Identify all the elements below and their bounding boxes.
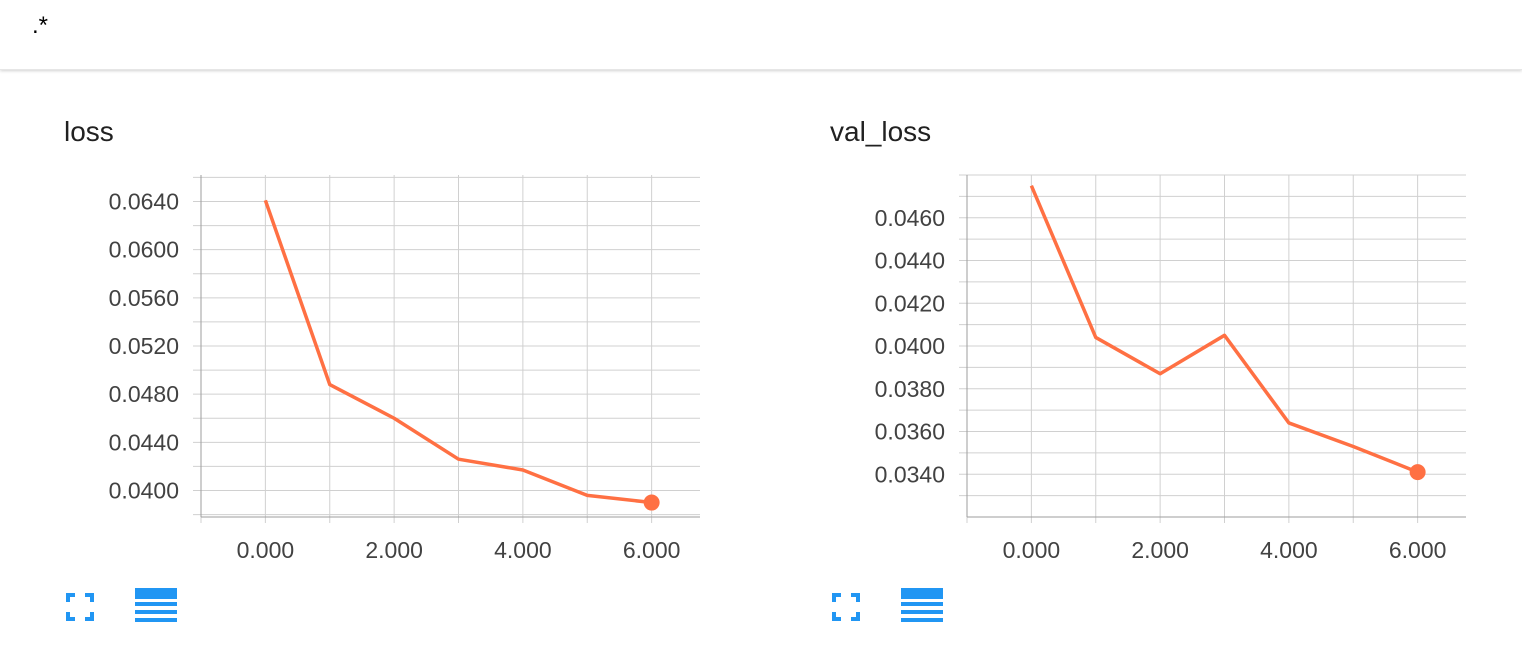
fullscreen-icon [832,593,860,621]
y-tick-label: 0.0560 [109,285,179,311]
chart-title: val_loss [830,116,932,147]
x-tick-label: 0.000 [1003,537,1061,563]
x-tick-label: 4.000 [494,537,552,563]
val-loss-chart[interactable]: 0.0340 0.0360 0.0380 0.0400 0.0420 0.0440 0.04… [766,100,1466,580]
list-icon [135,588,177,622]
toggle-data-table-button[interactable] [134,587,178,627]
y-tick-label: 0.0640 [109,188,179,214]
y-tick-label: 0.0520 [109,333,179,359]
x-tick-label: 6.000 [623,537,681,563]
y-tick-label: 0.0480 [109,381,179,407]
expand-chart-button[interactable] [58,587,102,627]
top-bar: .* [0,0,1522,70]
y-tick-label: 0.0340 [875,461,945,487]
x-tick-label: 2.000 [365,537,423,563]
x-tick-label: 6.000 [1389,537,1447,563]
series-line [263,199,652,505]
y-tick-label: 0.0420 [875,290,945,316]
regex-filter-text[interactable]: .* [32,12,49,39]
y-tick-label: 0.0600 [109,237,179,263]
x-tick-label: 0.000 [237,537,295,563]
last-point-marker [1409,464,1426,481]
expand-chart-button[interactable] [824,587,868,627]
x-tick-label: 2.000 [1131,537,1189,563]
fullscreen-icon [66,593,94,621]
y-tick-label: 0.0400 [875,333,945,359]
toggle-data-table-button[interactable] [900,587,944,627]
x-tick-label: 4.000 [1260,537,1318,563]
y-tick-label: 0.0360 [875,419,945,445]
y-tick-label: 0.0440 [875,248,945,274]
chart-title: loss [64,116,114,147]
y-tick-label: 0.0400 [109,478,179,504]
loss-chart[interactable]: 0.0400 0.0440 0.0480 0.0520 0.0560 0.0600 0.06… [0,100,700,580]
y-tick-label: 0.0460 [875,205,945,231]
chart-card-loss: loss 0.0400 0.0440 0.0480 0.0520 0.0560 0.060… [0,100,700,640]
y-tick-label: 0.0440 [109,429,179,455]
y-tick-label: 0.0380 [875,376,945,402]
series-line [1029,185,1419,474]
list-icon [901,588,943,622]
chart-card-val-loss: val_loss 0.0340 0.0360 0.0380 0.0400 0.0420 0… [766,100,1466,640]
last-point-marker [643,494,660,511]
